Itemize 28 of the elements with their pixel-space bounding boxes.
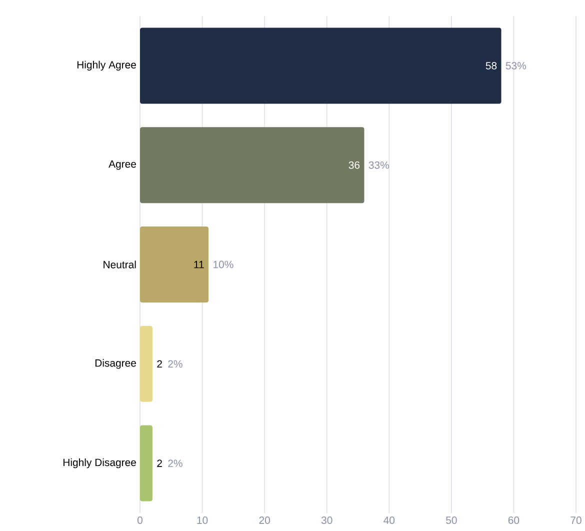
y-tick-label: Highly Agree <box>77 60 136 71</box>
data-label: 36 <box>348 161 360 169</box>
annotation: 33% <box>368 161 389 169</box>
x-tick-label: 20 <box>259 516 270 524</box>
annotation: 2% <box>168 460 182 467</box>
bar <box>140 127 364 204</box>
data-label: 58 <box>486 62 497 70</box>
y-tick-label: Highly Disagree <box>64 458 136 468</box>
y-tick-label: Agree <box>108 160 136 170</box>
bar <box>140 326 152 402</box>
annotation: 2% <box>168 360 182 368</box>
data-label: 2 <box>157 360 162 368</box>
x-tick-label: 70 <box>570 516 582 524</box>
y-tick-label: Disagree <box>95 359 136 369</box>
x-tick-label: 0 <box>138 516 142 524</box>
x-tick-label: 30 <box>321 516 332 524</box>
annotation: 10% <box>214 260 234 268</box>
x-tick-label: 10 <box>197 516 208 524</box>
y-tick-label: Neutral <box>104 260 136 268</box>
data-label: 11 <box>194 260 204 268</box>
data-label: 2 <box>157 460 162 467</box>
bar <box>140 425 152 502</box>
x-tick-label: 60 <box>508 516 520 524</box>
bar <box>140 226 209 303</box>
x-tick-label: 50 <box>446 516 457 524</box>
annotation: 53% <box>506 62 526 70</box>
bar <box>140 28 502 104</box>
x-tick-label: 40 <box>384 516 395 524</box>
